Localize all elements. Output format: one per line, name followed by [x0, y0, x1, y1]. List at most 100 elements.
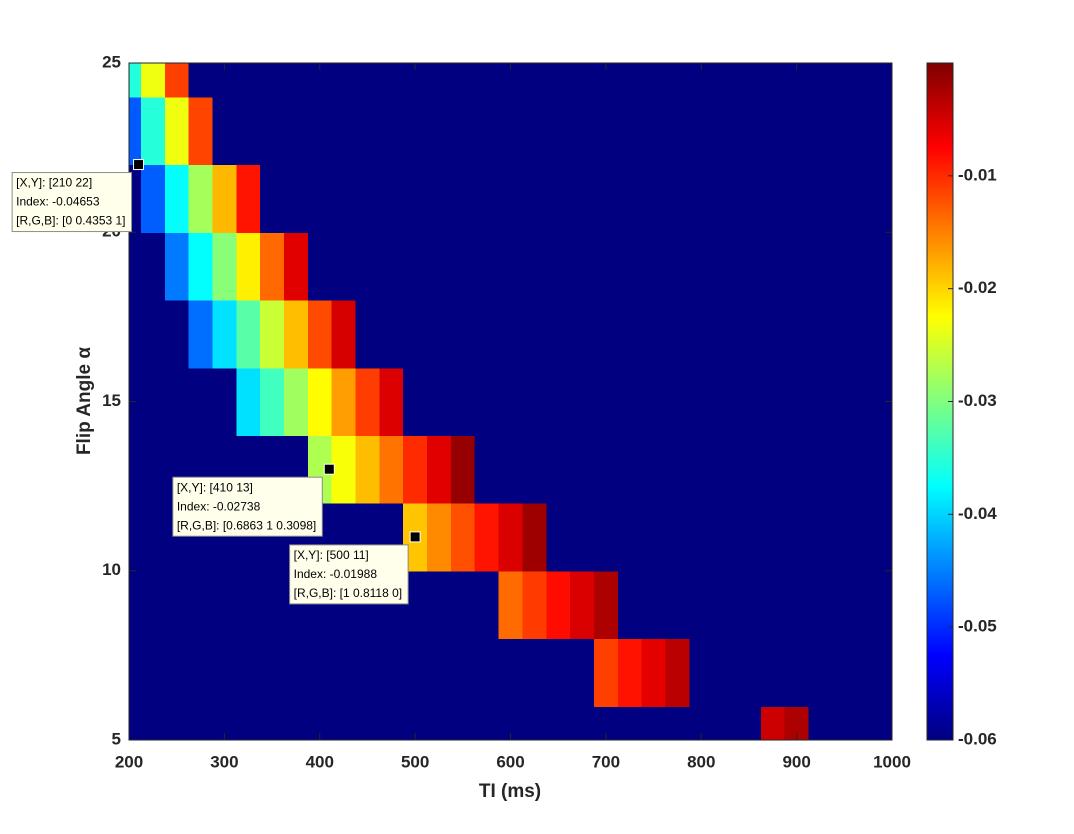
- heatmap-cell: [331, 299, 357, 369]
- heatmap-cell: [665, 435, 690, 504]
- heatmap-cell: [140, 367, 166, 436]
- heatmap-cell: [808, 96, 833, 166]
- heatmap-cell: [188, 96, 214, 166]
- heatmap-cell: [546, 299, 571, 369]
- heatmap-cell: [450, 96, 476, 166]
- heatmap-cell: [307, 96, 333, 166]
- heatmap-cell: [236, 570, 261, 640]
- heatmap-cell: [665, 638, 690, 707]
- heatmap-cell: [260, 299, 285, 369]
- heatmap-cell: [474, 638, 500, 707]
- heatmap-cell: [689, 503, 714, 572]
- heatmap-cell: [403, 435, 428, 504]
- heatmap-cell: [880, 638, 892, 707]
- heatmap-cell: [880, 96, 892, 166]
- heatmap-cell: [546, 164, 571, 233]
- heatmap-cell: [474, 503, 500, 572]
- heatmap-cell: [856, 706, 881, 740]
- heatmap-cell: [236, 367, 261, 436]
- heatmap-cell: [522, 570, 547, 640]
- heatmap-cell: [546, 63, 571, 98]
- heatmap-cell: [617, 96, 643, 166]
- heatmap-cell: [808, 570, 833, 640]
- heatmap-cell: [641, 435, 667, 504]
- heatmap-cell: [355, 299, 380, 369]
- heatmap-cell: [689, 232, 714, 301]
- heatmap-cell: [617, 63, 643, 98]
- heatmap-cell: [498, 232, 524, 301]
- heatmap-cell: [689, 638, 714, 707]
- heatmap-cell: [129, 299, 142, 369]
- heatmap-cell: [760, 299, 786, 369]
- heatmap-cell: [474, 164, 500, 233]
- heatmap-cell: [260, 638, 285, 707]
- heatmap-cell: [140, 435, 166, 504]
- heatmap-cell: [331, 435, 357, 504]
- heatmap-cell: [283, 638, 309, 707]
- heatmap-cell: [570, 435, 595, 504]
- heatmap-cell: [212, 367, 237, 436]
- heatmap-cell: [570, 63, 595, 98]
- heatmap-cell: [140, 299, 166, 369]
- data-tip-text: Index: -0.04653: [16, 195, 100, 209]
- colorbar-tick-label: -0.01: [958, 165, 997, 184]
- heatmap-cell: [689, 164, 714, 233]
- heatmap-cell: [522, 63, 547, 98]
- heatmap-cell: [737, 164, 762, 233]
- heatmap-cell: [355, 164, 380, 233]
- heatmap-cell: [593, 232, 619, 301]
- x-tick-label: 700: [592, 752, 620, 771]
- heatmap-cell: [737, 503, 762, 572]
- heatmap-cell: [641, 570, 667, 640]
- heatmap-cell: [427, 63, 452, 98]
- heatmap-cell: [570, 367, 595, 436]
- heatmap-cell: [832, 232, 857, 301]
- heatmap-cell: [188, 232, 214, 301]
- heatmap-cell: [593, 570, 619, 640]
- y-tick-label: 5: [112, 729, 121, 748]
- heatmap-cell: [522, 299, 547, 369]
- heatmap-cell: [403, 232, 428, 301]
- data-tip: [X,Y]: [210 22] Index: -0.04653 [R,G,B]: […: [11, 172, 133, 233]
- heatmap-cell: [427, 570, 452, 640]
- heatmap-cell: [355, 232, 380, 301]
- heatmap-cell: [641, 164, 667, 233]
- heatmap-cell: [665, 367, 690, 436]
- heatmap-cell: [713, 63, 738, 98]
- x-tick-label: 500: [401, 752, 429, 771]
- heatmap-cell: [689, 570, 714, 640]
- heatmap-cell: [283, 63, 309, 98]
- data-tip-text: [X,Y]: [210 22]: [16, 176, 92, 190]
- heatmap-cell: [379, 638, 404, 707]
- heatmap-cell: [307, 367, 333, 436]
- heatmap-cell: [140, 96, 166, 166]
- heatmap-cell: [593, 435, 619, 504]
- data-tip-text: Index: -0.02738: [177, 499, 261, 513]
- heatmap-cell: [427, 367, 452, 436]
- heatmap-cell: [593, 96, 619, 166]
- heatmap-cell: [212, 299, 237, 369]
- heatmap-cell: [331, 63, 357, 98]
- heatmap-cell: [713, 299, 738, 369]
- heatmap-cell: [593, 367, 619, 436]
- heatmap-cell: [808, 706, 833, 740]
- heatmap-cell: [522, 503, 547, 572]
- data-tip-marker: [133, 159, 145, 171]
- heatmap-cell: [784, 435, 810, 504]
- heatmap-cell: [260, 164, 285, 233]
- heatmap-cell: [498, 638, 524, 707]
- heatmap-cell: [760, 638, 786, 707]
- heatmap-cell: [641, 706, 667, 740]
- heatmap-cell: [665, 503, 690, 572]
- y-tick-label: 10: [102, 560, 121, 579]
- heatmap-cell: [450, 367, 476, 436]
- heatmap-cell: [737, 638, 762, 707]
- heatmap-cell: [331, 164, 357, 233]
- data-tip-text: [R,G,B]: [0.6863 1 0.3098]: [177, 518, 316, 532]
- heatmap-cell: [474, 706, 500, 740]
- heatmap-cell: [307, 299, 333, 369]
- heatmap-cell: [522, 164, 547, 233]
- x-tick-label: 900: [782, 752, 810, 771]
- heatmap-cell: [832, 96, 857, 166]
- heatmap-cell: [283, 706, 309, 740]
